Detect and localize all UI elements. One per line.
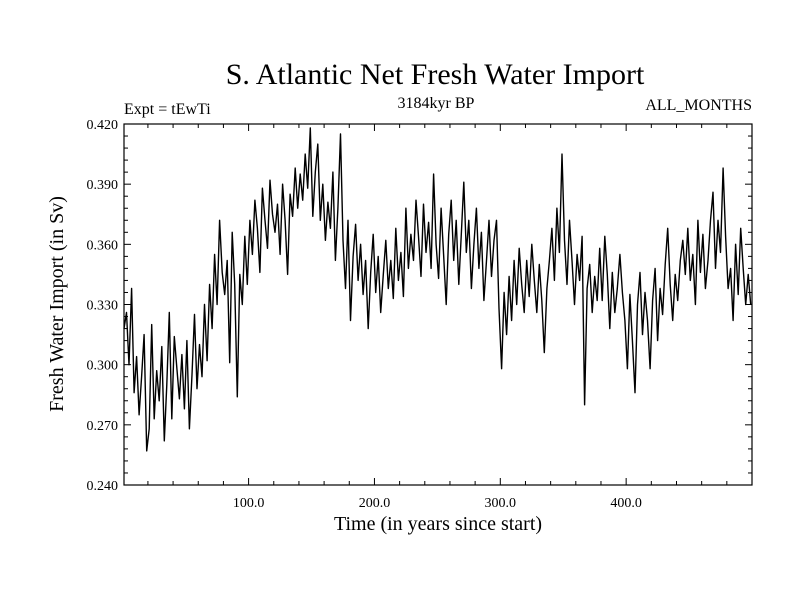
y-tick-label: 0.360 — [87, 238, 119, 253]
y-tick-label: 0.300 — [87, 359, 119, 374]
months-label: ALL_MONTHS — [645, 97, 752, 114]
experiment-label: Expt = tEwTi — [124, 101, 211, 118]
x-axis-label: Time (in years since start) — [334, 513, 542, 535]
period-label: 3184kyr BP — [398, 95, 475, 112]
plot-frame — [123, 123, 753, 486]
y-tick-label: 0.270 — [87, 419, 119, 434]
y-axis-label: Fresh Water Import (in Sv) — [46, 196, 68, 412]
x-tick-label: 400.0 — [610, 496, 642, 511]
x-tick-label: 200.0 — [359, 496, 391, 511]
series-layer — [123, 127, 752, 452]
y-tick-label: 0.330 — [87, 299, 119, 314]
y-tick-label: 0.240 — [87, 479, 119, 494]
series-line-0 — [123, 127, 752, 452]
chart-title: S. Atlantic Net Fresh Water Import — [226, 58, 645, 91]
x-tick-label: 100.0 — [233, 496, 265, 511]
x-tick-label: 300.0 — [485, 496, 517, 511]
y-tick-label: 0.390 — [87, 178, 119, 193]
y-tick-label: 0.420 — [87, 118, 119, 133]
x-axis-ticks: 100.0 200.0 300.0 400.0 — [147, 124, 728, 511]
y-axis-ticks: 0.240 0.270 0.300 0.330 0.360 0.390 0.420 — [87, 118, 752, 494]
